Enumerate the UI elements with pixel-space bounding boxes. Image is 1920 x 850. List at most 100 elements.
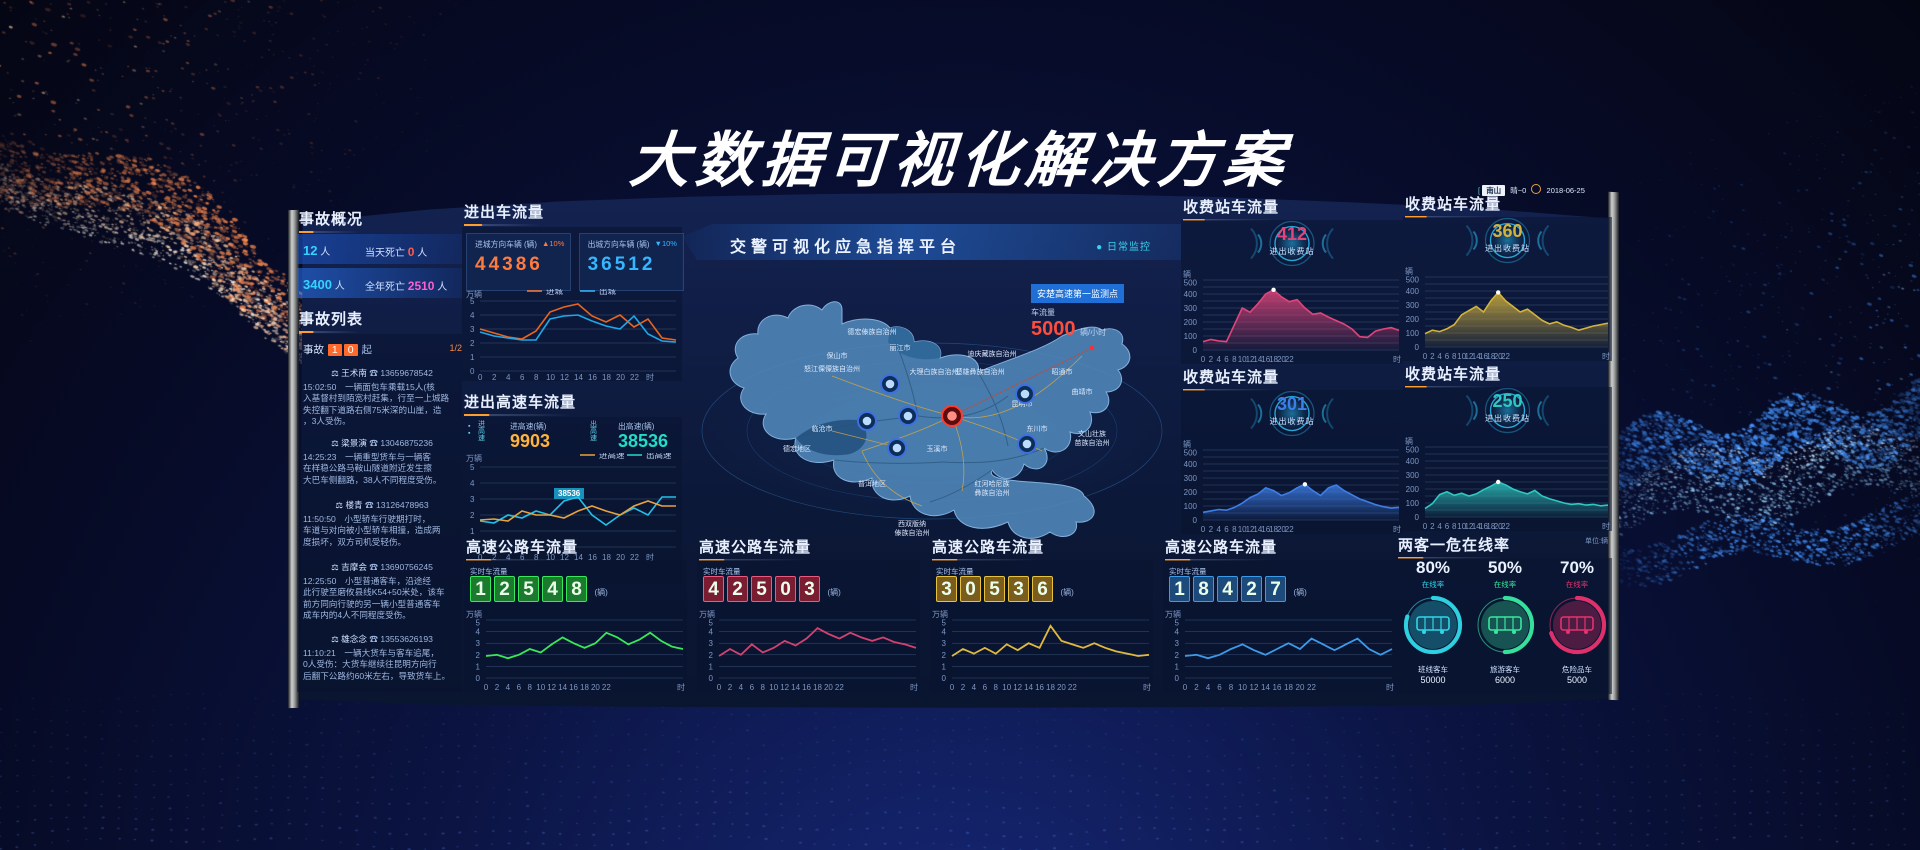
- svg-text:5: 5: [476, 619, 481, 628]
- svg-text:东川市: 东川市: [1027, 424, 1048, 433]
- svg-text:22: 22: [1068, 683, 1077, 692]
- svg-text:迪庆藏族自治州: 迪庆藏族自治州: [968, 349, 1017, 358]
- svg-text:8: 8: [761, 683, 766, 692]
- svg-text:2: 2: [1209, 355, 1214, 364]
- svg-text:0: 0: [470, 367, 475, 376]
- svg-text:2: 2: [470, 511, 475, 520]
- svg-text:3: 3: [470, 325, 475, 334]
- svg-text:200: 200: [1406, 485, 1420, 494]
- svg-text:400: 400: [1406, 287, 1420, 296]
- svg-text:大理白族自治州: 大理白族自治州: [910, 367, 959, 376]
- svg-text:0: 0: [1183, 683, 1188, 692]
- svg-text:18: 18: [813, 683, 822, 692]
- svg-text:500: 500: [1184, 279, 1198, 288]
- svg-text:2: 2: [942, 651, 947, 660]
- svg-text:4: 4: [470, 311, 475, 320]
- svg-text:0: 0: [1415, 343, 1420, 352]
- svg-text:丽江市: 丽江市: [890, 343, 911, 352]
- svg-text:6: 6: [1224, 355, 1229, 364]
- svg-text:14: 14: [558, 683, 567, 692]
- svg-text:2: 2: [961, 683, 966, 692]
- svg-text:4: 4: [1437, 352, 1442, 361]
- svg-text:8: 8: [528, 683, 533, 692]
- svg-text:0: 0: [1175, 674, 1180, 683]
- svg-text:100: 100: [1184, 502, 1198, 511]
- svg-text:3: 3: [470, 495, 475, 504]
- svg-text:0: 0: [1201, 525, 1206, 534]
- svg-text:3: 3: [476, 639, 481, 648]
- svg-text:8: 8: [994, 683, 999, 692]
- svg-text:22: 22: [1501, 522, 1510, 531]
- svg-text:22: 22: [630, 373, 639, 381]
- svg-text:1: 1: [470, 527, 475, 536]
- svg-text:300: 300: [1406, 471, 1420, 480]
- svg-text:时: 时: [1602, 351, 1610, 361]
- svg-text:10: 10: [546, 373, 555, 381]
- svg-text:12: 12: [547, 683, 556, 692]
- svg-text:2: 2: [709, 651, 714, 660]
- svg-text:6: 6: [1224, 525, 1229, 534]
- svg-text:时: 时: [1602, 521, 1610, 531]
- svg-text:22: 22: [1501, 352, 1510, 361]
- svg-text:0: 0: [709, 674, 714, 683]
- svg-text:16: 16: [1273, 683, 1282, 692]
- svg-text:楚雄彝族自治州: 楚雄彝族自治州: [956, 367, 1005, 376]
- svg-text:4: 4: [972, 683, 977, 692]
- svg-text:8: 8: [1232, 525, 1237, 534]
- svg-text:22: 22: [1307, 683, 1316, 692]
- svg-text:14: 14: [791, 683, 800, 692]
- svg-text:22: 22: [602, 683, 611, 692]
- svg-text:2: 2: [470, 339, 475, 348]
- svg-text:14: 14: [1024, 683, 1033, 692]
- svg-text:18: 18: [1284, 683, 1293, 692]
- svg-text:16: 16: [802, 683, 811, 692]
- svg-text:500: 500: [1184, 449, 1198, 458]
- svg-text:1: 1: [942, 662, 947, 671]
- svg-text:100: 100: [1406, 499, 1420, 508]
- svg-text:400: 400: [1184, 460, 1198, 469]
- svg-text:12: 12: [1250, 683, 1259, 692]
- svg-text:0: 0: [950, 683, 955, 692]
- svg-text:时: 时: [677, 682, 685, 692]
- svg-text:2: 2: [476, 651, 481, 660]
- svg-text:100: 100: [1406, 329, 1420, 338]
- svg-text:昭通市: 昭通市: [1052, 367, 1073, 376]
- svg-text:6: 6: [1445, 352, 1450, 361]
- svg-text:德宏傣族自治州: 德宏傣族自治州: [848, 327, 897, 336]
- svg-text:100: 100: [1184, 332, 1198, 341]
- svg-text:18: 18: [1046, 683, 1055, 692]
- svg-text:4: 4: [739, 683, 744, 692]
- svg-text:20: 20: [1296, 683, 1305, 692]
- svg-text:22: 22: [835, 683, 844, 692]
- svg-text:0: 0: [484, 683, 489, 692]
- svg-text:2: 2: [1430, 352, 1435, 361]
- svg-text:3: 3: [1175, 639, 1180, 648]
- svg-text:6: 6: [517, 683, 522, 692]
- svg-text:18: 18: [580, 683, 589, 692]
- svg-text:6: 6: [983, 683, 988, 692]
- svg-text:6: 6: [1445, 522, 1450, 531]
- svg-text:16: 16: [1035, 683, 1044, 692]
- svg-text:20: 20: [616, 373, 625, 381]
- svg-text:18: 18: [602, 373, 611, 381]
- svg-text:1: 1: [1175, 662, 1180, 671]
- svg-text:300: 300: [1184, 304, 1198, 313]
- svg-text:进城: 进城: [546, 289, 564, 296]
- svg-text:8: 8: [534, 373, 539, 381]
- svg-text:4: 4: [470, 479, 475, 488]
- svg-text:2: 2: [1175, 651, 1180, 660]
- svg-text:22: 22: [1285, 525, 1294, 534]
- svg-text:4: 4: [506, 373, 511, 381]
- svg-text:2: 2: [1430, 522, 1435, 531]
- svg-text:8: 8: [1229, 683, 1234, 692]
- svg-text:0: 0: [717, 683, 722, 692]
- svg-text:6: 6: [750, 683, 755, 692]
- svg-text:时: 时: [646, 372, 654, 381]
- svg-text:4: 4: [506, 683, 511, 692]
- svg-text:4: 4: [476, 628, 481, 637]
- svg-text:4: 4: [1206, 683, 1211, 692]
- svg-text:6: 6: [520, 373, 525, 381]
- svg-text:14: 14: [1261, 683, 1270, 692]
- svg-text:300: 300: [1406, 301, 1420, 310]
- svg-text:5: 5: [1175, 619, 1180, 628]
